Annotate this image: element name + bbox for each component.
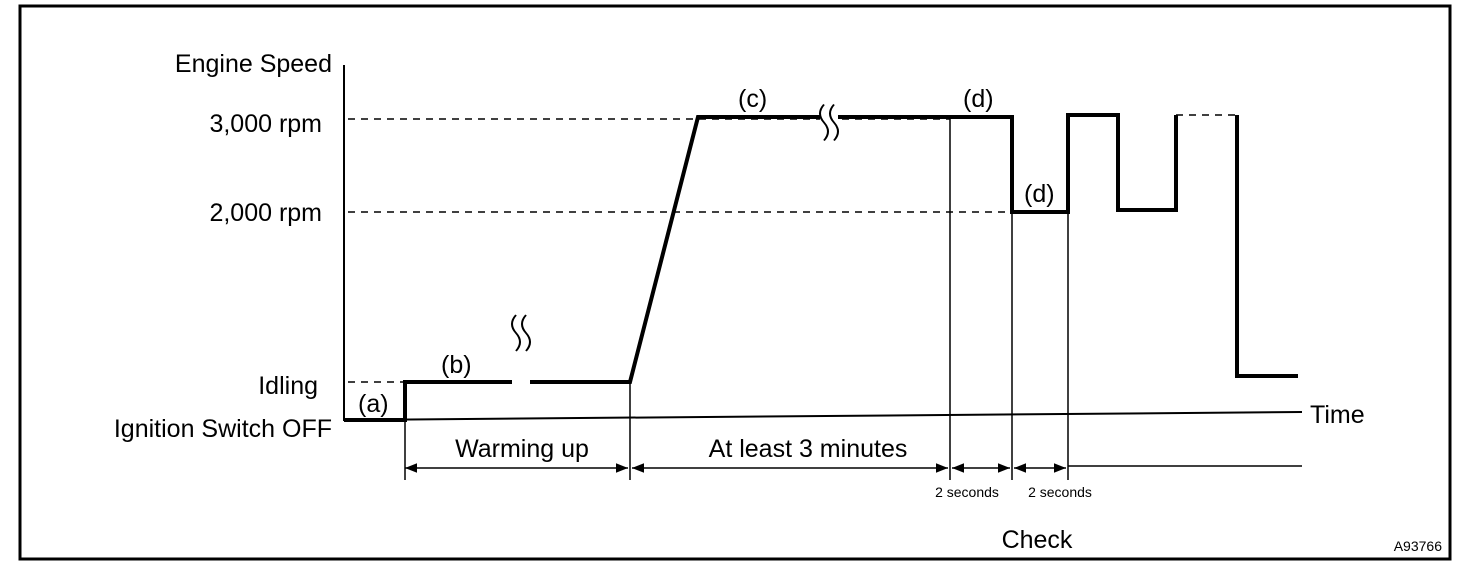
duration-label: Warming up (455, 435, 589, 463)
x-title: Time (1310, 401, 1365, 429)
level-label: Ignition Switch OFF (114, 415, 332, 443)
level-label: 3,000 rpm (209, 110, 322, 138)
duration-label: 2 seconds (1028, 484, 1092, 500)
figure-code: A93766 (1394, 538, 1442, 554)
check-label: Check (1002, 526, 1073, 554)
phase-label: (d) (963, 85, 994, 113)
phase-label: (b) (441, 351, 472, 379)
duration-label: 2 seconds (935, 484, 999, 500)
phase-label: (a) (358, 390, 389, 418)
frame (18, 4, 1452, 561)
level-label: Idling (258, 372, 318, 400)
level-label: 2,000 rpm (209, 199, 322, 227)
phase-label: (d) (1024, 180, 1055, 208)
phase-label: (c) (738, 85, 767, 113)
graph-lines (343, 65, 1303, 480)
y-title: Engine Speed (175, 50, 332, 78)
duration-label: At least 3 minutes (709, 435, 908, 463)
